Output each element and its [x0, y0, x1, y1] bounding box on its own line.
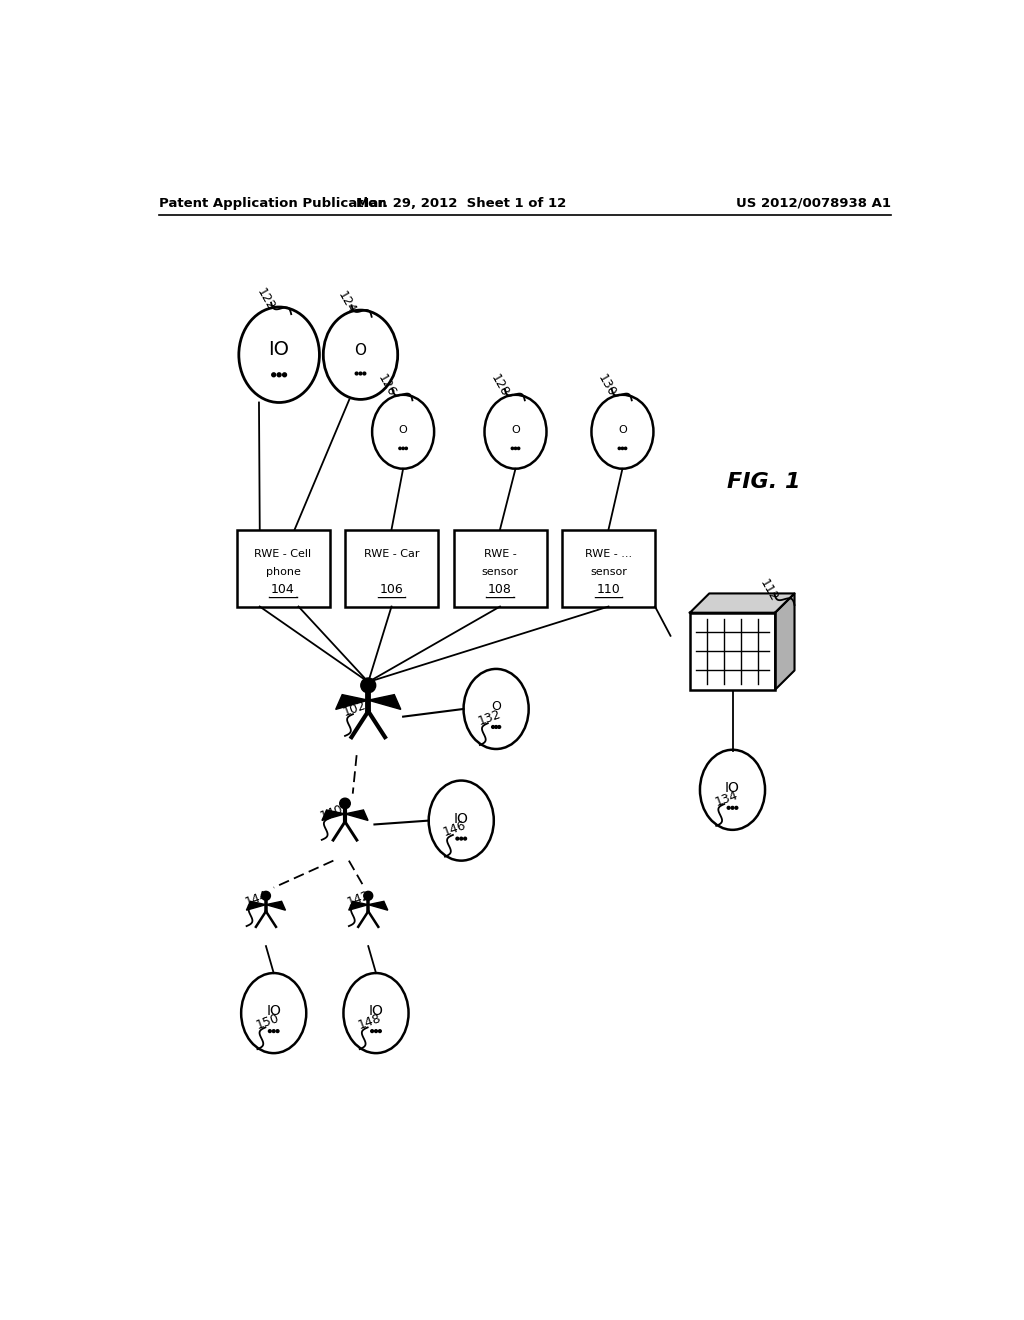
- Circle shape: [268, 1030, 271, 1032]
- Text: 134: 134: [713, 788, 739, 808]
- Circle shape: [735, 807, 737, 809]
- Text: 140: 140: [318, 803, 345, 822]
- Circle shape: [498, 726, 501, 729]
- Text: Mar. 29, 2012  Sheet 1 of 12: Mar. 29, 2012 Sheet 1 of 12: [356, 197, 566, 210]
- Bar: [345, 529, 438, 607]
- Text: IO: IO: [454, 812, 469, 825]
- Circle shape: [492, 726, 495, 729]
- Circle shape: [278, 372, 281, 376]
- Circle shape: [622, 447, 624, 450]
- Circle shape: [731, 807, 734, 809]
- Text: US 2012/0078938 A1: US 2012/0078938 A1: [735, 197, 891, 210]
- Text: IO: IO: [369, 1005, 383, 1018]
- Text: IO: IO: [725, 781, 740, 795]
- Bar: [562, 529, 655, 607]
- Circle shape: [271, 372, 275, 376]
- Polygon shape: [336, 694, 369, 709]
- Text: O: O: [354, 343, 367, 358]
- Circle shape: [276, 1030, 279, 1032]
- Circle shape: [456, 837, 459, 840]
- Text: RWE - Car: RWE - Car: [364, 549, 419, 560]
- Text: 128: 128: [487, 372, 511, 399]
- Text: 150: 150: [254, 1011, 281, 1032]
- Text: 126: 126: [376, 372, 398, 399]
- Circle shape: [625, 447, 627, 450]
- Text: RWE - Cell: RWE - Cell: [254, 549, 311, 560]
- Circle shape: [402, 447, 404, 450]
- Text: O: O: [618, 425, 627, 434]
- Text: 132: 132: [476, 708, 503, 727]
- Circle shape: [399, 447, 401, 450]
- Circle shape: [460, 837, 463, 840]
- Text: 104: 104: [271, 583, 295, 597]
- Circle shape: [364, 891, 373, 900]
- Polygon shape: [266, 902, 286, 911]
- Text: 124: 124: [335, 289, 357, 315]
- Text: 144: 144: [244, 888, 270, 908]
- Bar: [690, 612, 775, 689]
- Text: 112: 112: [758, 577, 780, 603]
- Circle shape: [340, 799, 350, 809]
- Circle shape: [379, 1030, 381, 1032]
- Text: O: O: [398, 425, 408, 434]
- Text: 102: 102: [342, 698, 369, 718]
- Polygon shape: [345, 810, 368, 821]
- Text: Patent Application Publication: Patent Application Publication: [159, 197, 387, 210]
- Circle shape: [360, 678, 376, 693]
- Polygon shape: [690, 594, 795, 612]
- Bar: [454, 529, 547, 607]
- Text: FIG. 1: FIG. 1: [727, 471, 800, 492]
- Polygon shape: [349, 902, 369, 911]
- Text: IO: IO: [268, 341, 290, 359]
- Text: 106: 106: [380, 583, 403, 597]
- Circle shape: [517, 447, 520, 450]
- Text: 108: 108: [488, 583, 512, 597]
- Polygon shape: [322, 810, 345, 821]
- Text: 148: 148: [356, 1011, 383, 1032]
- Circle shape: [359, 372, 361, 375]
- Circle shape: [362, 372, 366, 375]
- Text: IO: IO: [266, 1005, 282, 1018]
- Circle shape: [355, 372, 358, 375]
- Text: sensor: sensor: [590, 566, 627, 577]
- Text: O: O: [511, 425, 520, 434]
- Circle shape: [283, 372, 287, 376]
- Circle shape: [406, 447, 408, 450]
- Text: 142: 142: [346, 888, 373, 908]
- Circle shape: [727, 807, 730, 809]
- Circle shape: [618, 447, 621, 450]
- Text: sensor: sensor: [481, 566, 518, 577]
- Circle shape: [514, 447, 517, 450]
- Polygon shape: [369, 694, 400, 709]
- Text: O: O: [492, 701, 501, 713]
- Text: 130: 130: [595, 372, 617, 399]
- Bar: [237, 529, 330, 607]
- Text: RWE - ...: RWE - ...: [585, 549, 632, 560]
- Polygon shape: [247, 902, 266, 911]
- Circle shape: [375, 1030, 378, 1032]
- Polygon shape: [775, 594, 795, 689]
- Polygon shape: [369, 902, 388, 911]
- Text: 122: 122: [254, 286, 278, 313]
- Text: phone: phone: [265, 566, 300, 577]
- Circle shape: [464, 837, 467, 840]
- Circle shape: [371, 1030, 374, 1032]
- Circle shape: [261, 891, 270, 900]
- Text: RWE -: RWE -: [483, 549, 516, 560]
- Circle shape: [495, 726, 498, 729]
- Text: 110: 110: [597, 583, 621, 597]
- Circle shape: [511, 447, 514, 450]
- Text: 146: 146: [441, 818, 468, 840]
- Circle shape: [272, 1030, 275, 1032]
